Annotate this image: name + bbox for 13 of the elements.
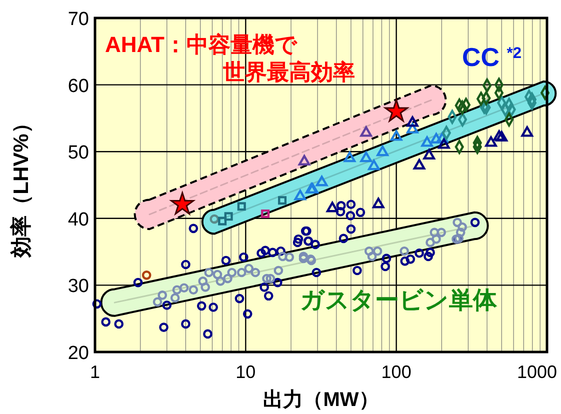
x-tick-label: 10 — [236, 362, 256, 382]
y-tick-label: 20 — [68, 343, 89, 364]
y-axis-title: 効率（LHV%） — [9, 112, 33, 258]
x-axis-title: 出力（MW） — [263, 389, 379, 411]
annotation: CC $^{*2}$ — [462, 42, 522, 72]
y-tick-label: 60 — [68, 76, 89, 97]
x-tick-label: 1000 — [516, 362, 558, 382]
x-tick-label: 1 — [90, 362, 100, 382]
y-tick-label: 70 — [68, 9, 89, 30]
y-tick-label: 40 — [68, 209, 89, 230]
y-tick-label: 30 — [68, 276, 89, 298]
y-tick-label: 50 — [68, 142, 89, 164]
x-tick-label: 100 — [381, 362, 412, 382]
